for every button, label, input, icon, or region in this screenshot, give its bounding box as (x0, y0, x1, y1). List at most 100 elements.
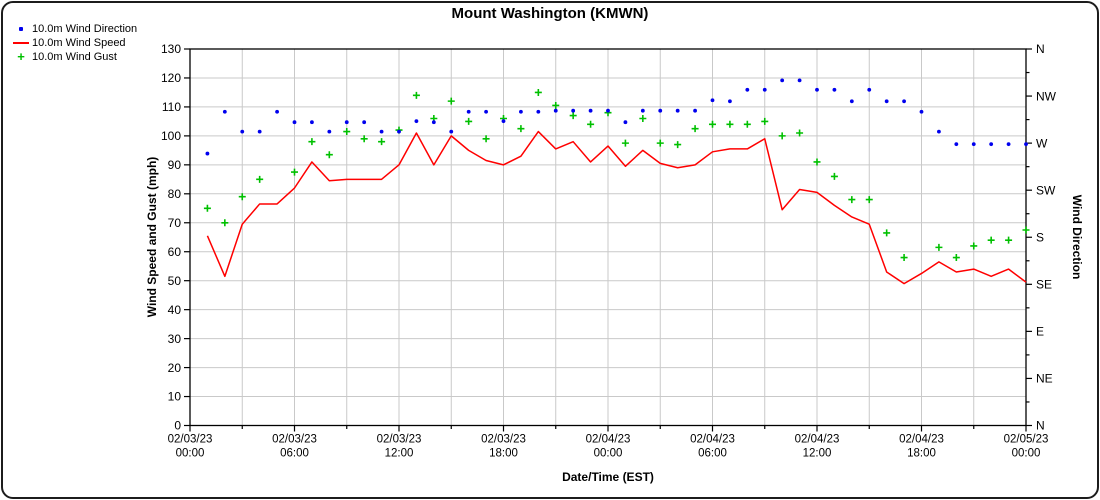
wind-gust-marker (639, 115, 647, 123)
x-tick-time: 12:00 (803, 448, 832, 460)
wind-direction-dot (257, 129, 262, 134)
wind-gust-marker (674, 141, 682, 149)
wind-gust-marker (621, 139, 629, 147)
wind-gust-marker (656, 139, 664, 147)
wind-direction-dot (240, 129, 245, 134)
wind-direction-dot (431, 120, 436, 125)
right-axis-title: Wind Direction (1070, 194, 1084, 280)
wind-direction-dot (815, 87, 819, 92)
wind-direction-dot (728, 99, 732, 104)
left-tick-label: 100 (161, 129, 181, 143)
x-tick-time: 18:00 (489, 448, 518, 460)
wind-direction-dot (327, 129, 332, 134)
wind-gust-marker (569, 112, 577, 120)
left-tick-label: 110 (162, 100, 181, 114)
left-tick-label: 70 (168, 216, 182, 230)
wind-gust-marker (308, 138, 316, 146)
wind-gust-marker (482, 135, 490, 143)
wind-gust-marker (447, 97, 455, 105)
legend-item-gust: + 10.0m Wind Gust (10, 50, 137, 64)
wind-direction-dot (292, 120, 297, 125)
wind-gust-marker (534, 88, 542, 96)
wind-direction-dot (884, 99, 889, 104)
wind-gust-marker (726, 120, 734, 128)
left-tick-label: 40 (168, 303, 182, 317)
wind-gust-marker (848, 196, 856, 204)
wind-direction-dot (205, 151, 210, 156)
legend: 10.0m Wind Direction 10.0m Wind Speed + … (10, 22, 137, 64)
wind-gust-marker (883, 229, 891, 237)
wind-gust-marker (256, 175, 264, 183)
right-tick-label: NE (1036, 372, 1053, 386)
x-tick-date: 02/04/23 (899, 434, 944, 446)
wind-gust-marker (761, 117, 769, 125)
wind-direction-dot (780, 78, 785, 83)
wind-gust-marker (587, 120, 595, 128)
wind-direction-dot (501, 119, 506, 124)
left-tick-label: 10 (168, 390, 182, 404)
x-tick-time: 06:00 (280, 448, 309, 460)
x-tick-time: 00:00 (1012, 448, 1041, 460)
wind-gust-marker (465, 117, 473, 125)
wind-direction-dot (675, 108, 680, 113)
wind-direction-dot (362, 120, 367, 125)
wind-gust-marker (1005, 236, 1013, 244)
left-tick-label: 120 (161, 71, 181, 85)
wind-gust-marker (552, 101, 560, 109)
wind-gust-marker (378, 138, 386, 146)
x-tick-time: 00:00 (594, 448, 623, 460)
wind-direction-dot (1006, 142, 1011, 147)
left-tick-label: 60 (168, 245, 182, 259)
wind-direction-dot (606, 108, 610, 113)
x-tick-date: 02/04/23 (690, 434, 735, 446)
right-tick-label: N (1036, 42, 1045, 56)
wind-direction-dot (379, 129, 384, 134)
left-tick-label: 20 (168, 361, 182, 375)
wind-gust-marker (970, 242, 978, 250)
left-tick-label: 80 (168, 187, 182, 201)
x-tick-time: 12:00 (385, 448, 414, 460)
wind-gust-marker (796, 129, 804, 137)
wind-direction-dot (867, 87, 872, 92)
right-tick-label: SW (1036, 183, 1056, 197)
legend-item-speed: 10.0m Wind Speed (10, 36, 137, 50)
left-axis-title: Wind Speed and Gust (mph) (145, 156, 159, 318)
wind-gust-marker (517, 125, 525, 133)
left-tick-label: 0 (174, 419, 181, 433)
wind-direction-dot (937, 129, 941, 134)
left-tick-label: 30 (168, 332, 182, 346)
wind-gust-marker (221, 219, 229, 227)
wind-direction-dot (310, 120, 314, 125)
x-tick-date: 02/04/23 (586, 434, 631, 446)
x-tick-date: 02/05/23 (1004, 434, 1049, 446)
direction-dot-icon (10, 27, 32, 31)
wind-direction-dot (797, 78, 802, 83)
wind-gust-marker (691, 125, 699, 133)
wind-gust-marker (1022, 226, 1030, 234)
wind-gust-marker (291, 168, 298, 176)
wind-direction-dot (762, 87, 767, 92)
wind-direction-dot (519, 109, 523, 114)
wind-gust-marker (830, 172, 838, 180)
wind-direction-dot (745, 87, 750, 92)
left-tick-label: 90 (168, 158, 182, 172)
wind-gust-marker (778, 132, 786, 140)
wind-direction-dot (466, 109, 471, 114)
wind-gust-marker (813, 158, 821, 166)
wind-gust-marker (343, 128, 351, 136)
wind-gust-marker (238, 193, 246, 201)
x-tick-time: 06:00 (698, 448, 727, 460)
x-tick-date: 02/03/23 (168, 434, 213, 446)
wind-gust-marker (709, 120, 716, 128)
right-tick-label: E (1036, 325, 1044, 339)
wind-direction-dot (658, 108, 663, 113)
wind-direction-dot (588, 108, 593, 113)
wind-direction-dot (449, 129, 454, 134)
wind-direction-dot (640, 108, 645, 113)
left-tick-label: 50 (168, 274, 182, 288)
wind-direction-dot (832, 87, 837, 92)
x-tick-date: 02/03/23 (377, 434, 422, 446)
wind-direction-dot (693, 108, 697, 113)
